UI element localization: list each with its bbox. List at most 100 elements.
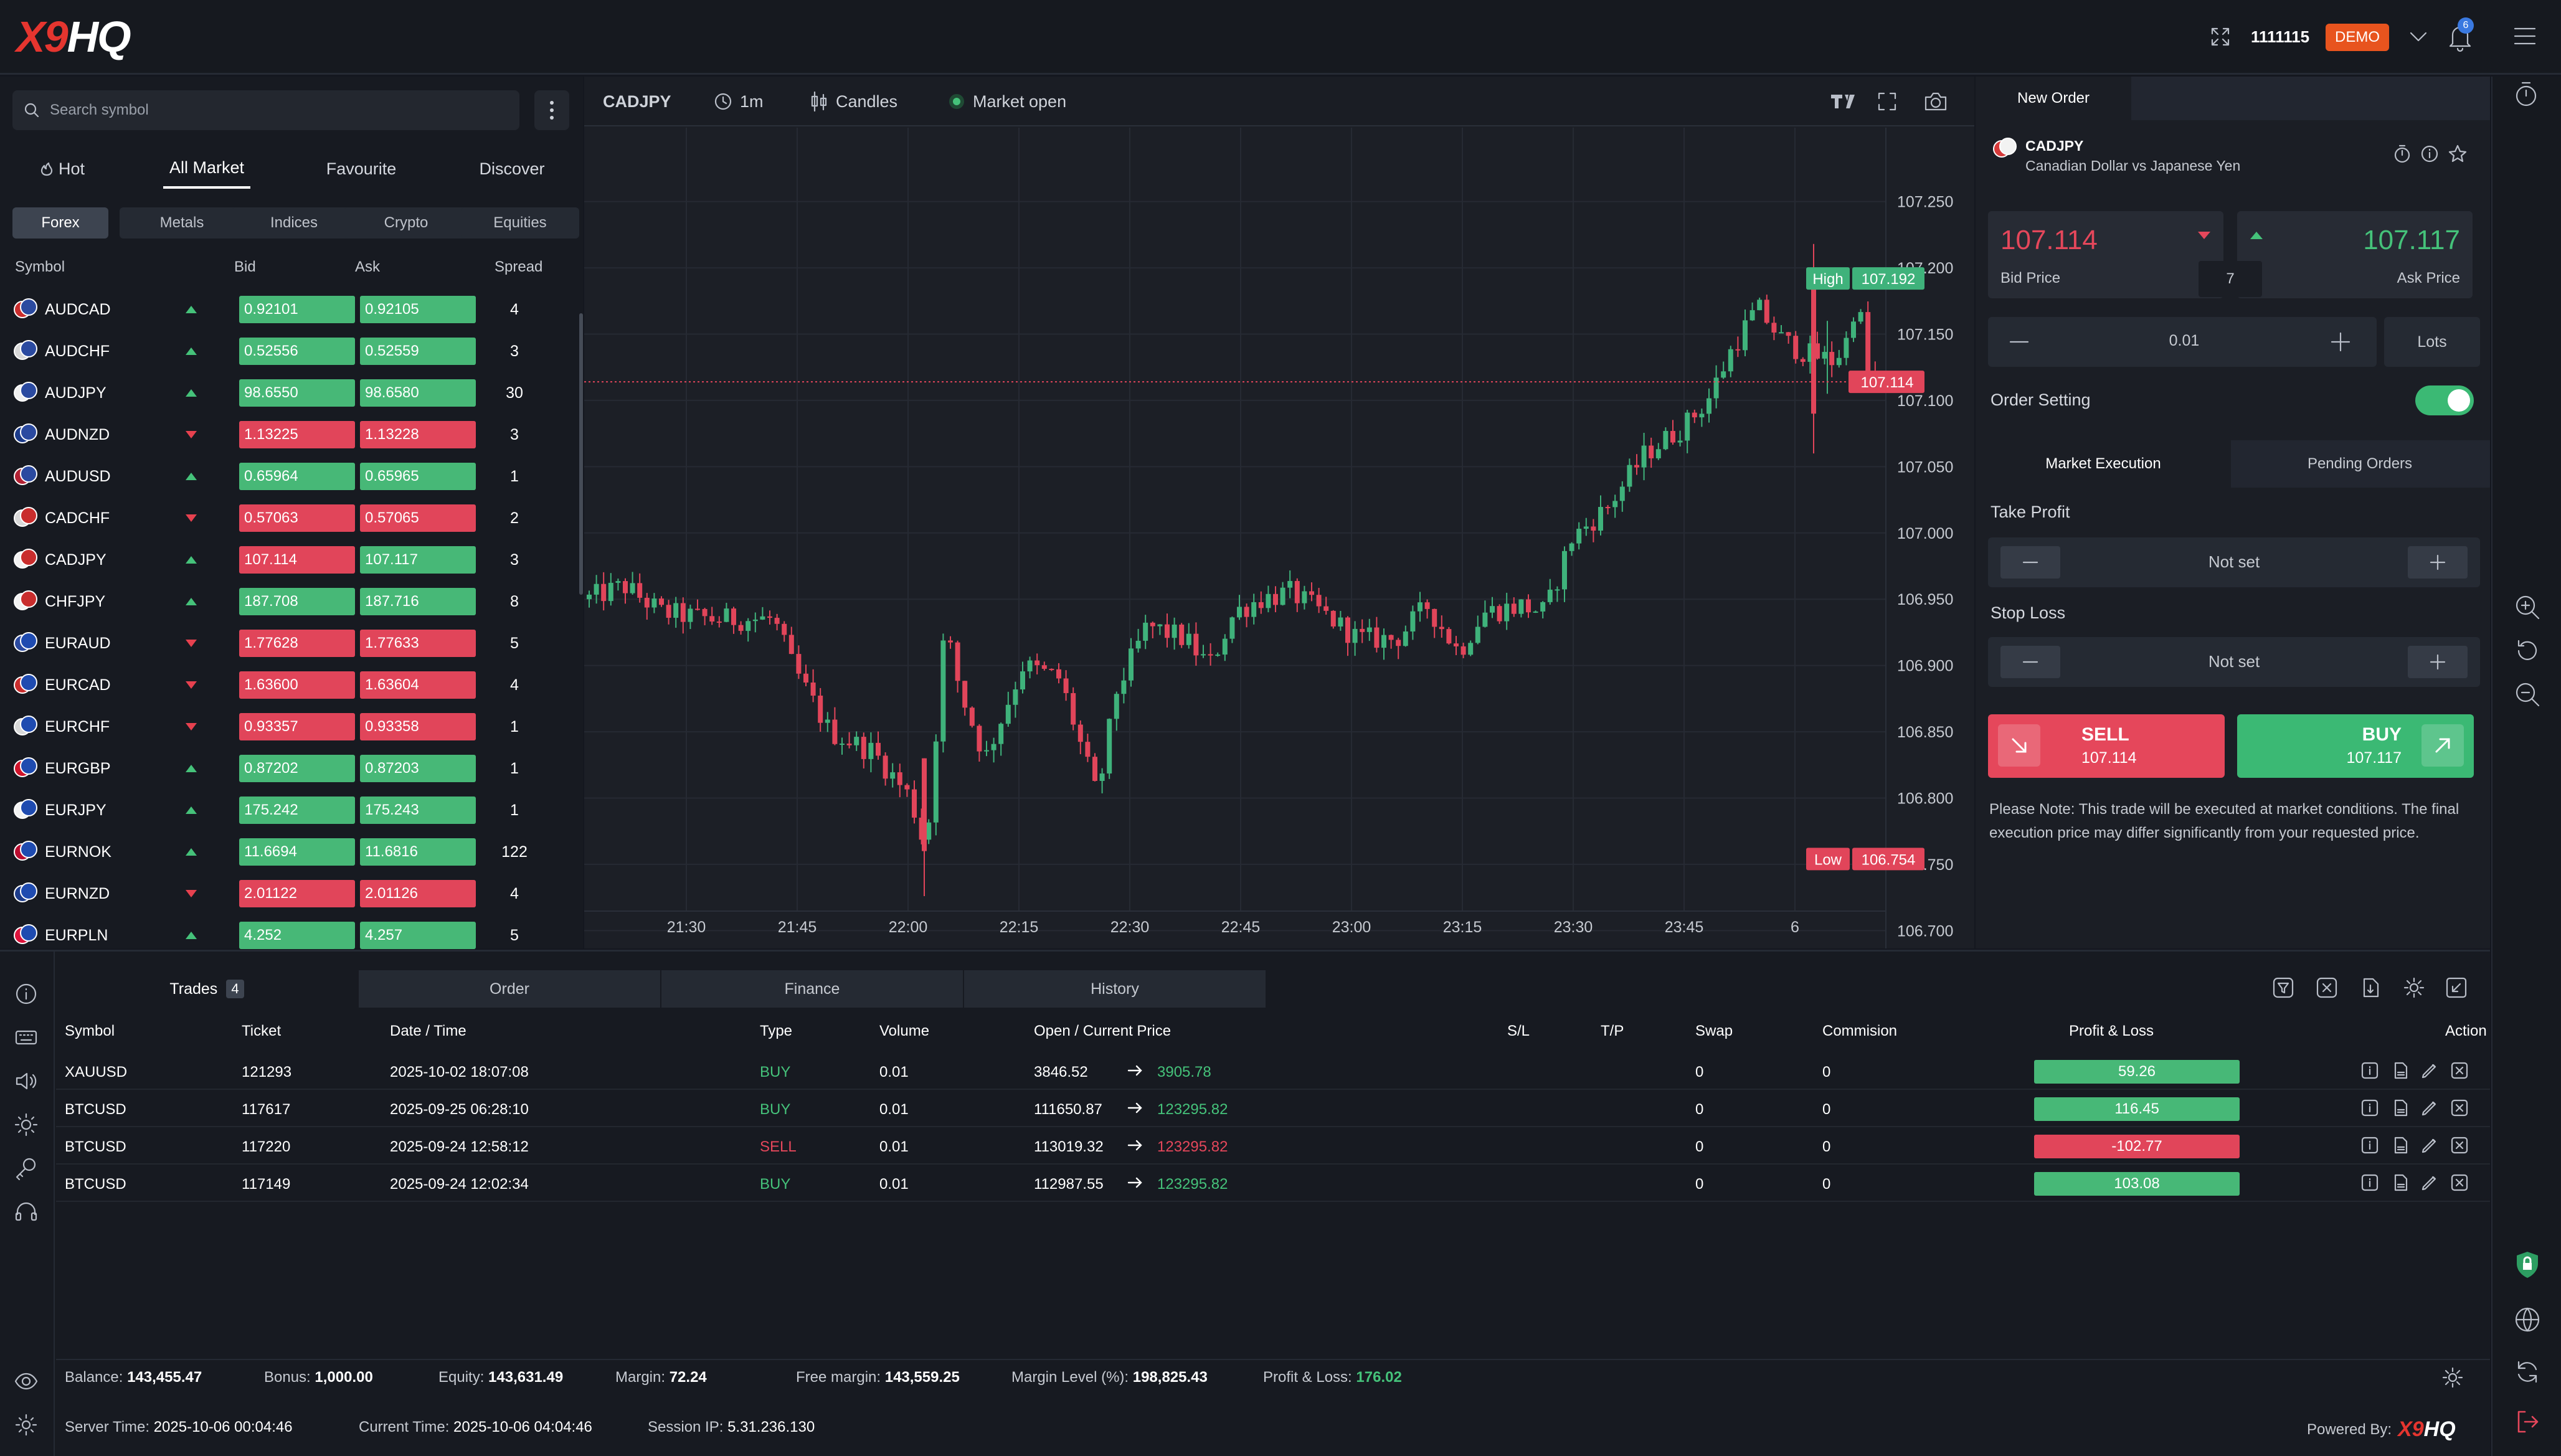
market-ask[interactable]: 98.6580 [360,379,476,407]
market-bid[interactable]: 0.57063 [239,504,355,532]
summary-settings-icon[interactable] [2441,1366,2464,1389]
market-ask[interactable]: 0.87203 [360,755,476,782]
trade-edit-icon[interactable] [2420,1173,2439,1192]
market-options-button[interactable] [534,90,569,130]
bid-price-box[interactable]: 107.114 Bid Price [1988,211,2223,298]
interval-selector[interactable]: 1m [714,77,764,126]
trade-info-icon[interactable] [2360,1061,2379,1080]
tab-forex[interactable]: Forex [12,207,108,239]
market-row-eurjpy[interactable]: EURJPY 175.242 175.243 1 [0,789,583,831]
chart-symbol[interactable]: CADJPY [603,77,671,126]
tab-new-order[interactable]: New Order [1976,77,2131,120]
trade-edit-icon[interactable] [2420,1136,2439,1155]
tab-order[interactable]: Order [359,970,660,1008]
market-ask[interactable]: 11.6816 [360,838,476,866]
zoom-out-icon[interactable] [2514,681,2541,708]
tab-pending-orders[interactable]: Pending Orders [2307,455,2413,472]
ask-price-box[interactable]: 107.117 Ask Price [2237,211,2473,298]
market-row-audnzd[interactable]: AUDNZD 1.13225 1.13228 3 [0,414,583,455]
lot-increase-button[interactable] [2328,329,2353,354]
camera-icon[interactable] [1923,77,1948,126]
market-ask[interactable]: 1.63604 [360,671,476,699]
lot-unit-selector[interactable]: Lots [2384,317,2480,367]
market-ask[interactable]: 1.77633 [360,630,476,657]
tab-favourite[interactable]: Favourite [318,149,405,189]
export-icon[interactable] [2359,976,2382,999]
market-bid[interactable]: 2.01122 [239,880,355,907]
trade-copy-icon[interactable] [2390,1099,2409,1117]
market-bid[interactable]: 1.63600 [239,671,355,699]
search-input[interactable] [50,102,486,119]
trade-row[interactable]: XAUUSD 121293 2025-10-02 18:07:08 BUY 0.01 38… [56,1052,2490,1090]
brand-logo[interactable]: X9 HQ [16,12,131,61]
market-row-euraud[interactable]: EURAUD 1.77628 1.77633 5 [0,622,583,664]
market-row-eurnok[interactable]: EURNOK 11.6694 11.6816 122 [0,831,583,872]
info-circle-icon[interactable] [14,981,39,1006]
logout-icon[interactable] [2514,1408,2541,1435]
tab-hot[interactable]: Hot [25,149,100,189]
settings-gear-icon[interactable] [14,1412,39,1437]
market-ask[interactable]: 107.117 [360,546,476,574]
info-icon[interactable] [2420,144,2439,164]
collapse-panel-icon[interactable] [2445,976,2468,999]
market-row-eurcad[interactable]: EURCAD 1.63600 1.63604 4 [0,664,583,706]
market-row-eurgbp[interactable]: EURGBP 0.87202 0.87203 1 [0,747,583,789]
trade-close-icon[interactable] [2450,1136,2469,1155]
market-bid[interactable]: 1.13225 [239,421,355,448]
filter-icon[interactable] [2272,976,2294,999]
chevron-down-icon[interactable] [2408,27,2429,46]
market-row-cadjpy[interactable]: CADJPY 107.114 107.117 3 [0,539,583,580]
take-profit-value[interactable]: Not set [2208,552,2260,571]
menu-icon[interactable] [2512,25,2537,47]
stopwatch-icon[interactable] [2393,144,2412,164]
market-ask[interactable]: 0.92105 [360,296,476,323]
tab-metals[interactable]: Metals [120,207,244,239]
buy-button[interactable]: BUY 107.117 [2237,714,2474,778]
trade-close-icon[interactable] [2450,1099,2469,1117]
market-bid[interactable]: 11.6694 [239,838,355,866]
refresh-icon[interactable] [2514,1358,2541,1386]
trade-copy-icon[interactable] [2390,1061,2409,1080]
tp-increase-button[interactable] [2408,546,2468,579]
trade-edit-icon[interactable] [2420,1099,2439,1117]
chart-style-selector[interactable]: Candles [810,77,897,126]
candlestick-chart[interactable]: 107.250107.200107.150107.100107.050107.0… [584,128,1974,948]
market-bid[interactable]: 0.65964 [239,463,355,490]
tab-market-execution[interactable]: Market Execution [1976,440,2231,488]
tab-discover[interactable]: Discover [468,149,556,189]
trade-info-icon[interactable] [2360,1099,2379,1117]
trade-row[interactable]: BTCUSD 117220 2025-09-24 12:58:12 SELL 0.01 1… [56,1127,2490,1165]
market-ask[interactable]: 0.57065 [360,504,476,532]
market-ask[interactable]: 175.243 [360,797,476,824]
sl-decrease-button[interactable] [2000,646,2060,678]
market-bid[interactable]: 1.77628 [239,630,355,657]
tp-decrease-button[interactable] [2000,546,2060,579]
trade-row[interactable]: BTCUSD 117149 2025-09-24 12:02:34 BUY 0.01 11… [56,1165,2490,1202]
market-bid[interactable]: 0.87202 [239,755,355,782]
timer-icon[interactable] [2514,80,2539,108]
fullscreen-icon[interactable] [2210,26,2231,47]
trade-close-icon[interactable] [2450,1061,2469,1080]
demo-badge[interactable]: DEMO [2326,24,2389,51]
market-row-eurnzd[interactable]: EURNZD 2.01122 2.01126 4 [0,872,583,914]
market-bid[interactable]: 0.92101 [239,296,355,323]
market-ask[interactable]: 0.52559 [360,338,476,365]
lot-size-value[interactable]: 0.01 [2169,332,2200,349]
market-ask[interactable]: 2.01126 [360,880,476,907]
order-setting-toggle[interactable] [2415,385,2474,415]
market-row-eurpln[interactable]: EURPLN 4.252 4.257 5 [0,914,583,956]
market-list-scrollbar[interactable] [579,313,583,595]
close-all-icon[interactable] [2316,976,2338,999]
star-icon[interactable] [2448,144,2468,164]
tab-trades[interactable]: Trades 4 [56,970,357,1008]
market-row-audjpy[interactable]: AUDJPY 98.6550 98.6580 30 [0,372,583,414]
market-ask[interactable]: 0.93358 [360,713,476,740]
lot-decrease-button[interactable] [2007,329,2032,354]
tab-crypto[interactable]: Crypto [344,207,468,239]
chart-fullscreen-icon[interactable] [1877,77,1897,126]
market-ask[interactable]: 0.65965 [360,463,476,490]
sound-icon[interactable] [14,1069,39,1094]
security-shield-icon[interactable] [2514,1250,2541,1280]
market-row-chfjpy[interactable]: CHFJPY 187.708 187.716 8 [0,580,583,622]
market-ask[interactable]: 1.13228 [360,421,476,448]
